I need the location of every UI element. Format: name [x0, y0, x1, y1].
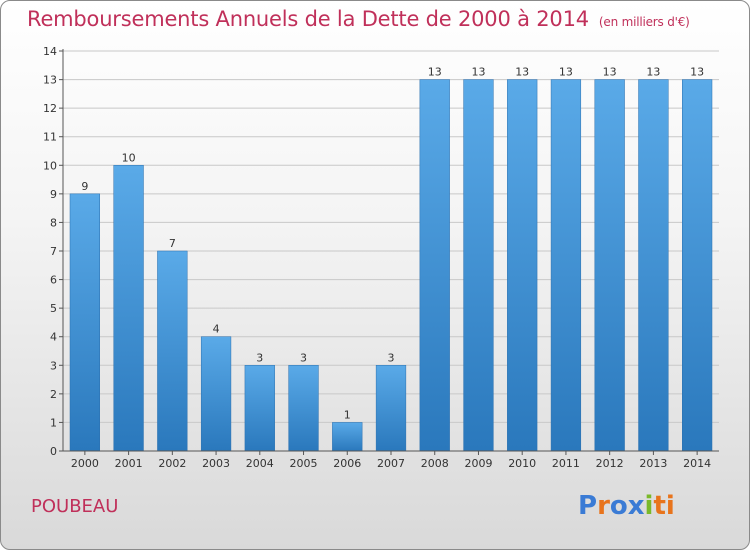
bar — [419, 79, 450, 452]
y-tick-label: 14 — [43, 45, 57, 58]
commune-name: POUBEAU — [31, 496, 119, 517]
x-tick-label: 2006 — [333, 457, 361, 470]
y-tick-label: 3 — [50, 359, 57, 372]
x-tick-label: 2005 — [290, 457, 318, 470]
bar — [463, 79, 494, 452]
bar — [113, 165, 144, 452]
unit-note: (en milliers d'€) — [598, 15, 690, 29]
y-tick-label: 11 — [43, 131, 57, 144]
data-label: 3 — [388, 351, 395, 364]
y-tick-label: 0 — [50, 445, 57, 458]
x-tick-label: 2000 — [71, 457, 99, 470]
chart-title: Remboursements Annuels de la Dette de 20… — [27, 7, 690, 31]
x-tick-label: 2004 — [246, 457, 274, 470]
logo-letter: t — [653, 491, 666, 521]
logo-letter: x — [627, 491, 645, 521]
data-label: 13 — [559, 66, 573, 79]
bar — [594, 79, 625, 452]
bar — [288, 365, 319, 452]
data-label: 9 — [81, 180, 88, 193]
y-tick-label: 13 — [43, 74, 57, 87]
logo-letter: o — [609, 491, 628, 521]
x-tick-label: 2008 — [421, 457, 449, 470]
y-tick-label: 6 — [50, 274, 57, 287]
data-label: 13 — [471, 66, 485, 79]
data-label: 3 — [256, 351, 263, 364]
x-tick-label: 2001 — [115, 457, 143, 470]
x-tick-label: 2014 — [683, 457, 711, 470]
x-tick-label: 2009 — [464, 457, 492, 470]
data-label: 7 — [169, 237, 176, 250]
bar — [638, 79, 669, 452]
x-tick-label: 2003 — [202, 457, 230, 470]
y-tick-label: 7 — [50, 245, 57, 258]
logo-letter: i — [665, 491, 675, 521]
data-label: 10 — [122, 151, 136, 164]
y-tick-label: 8 — [50, 216, 57, 229]
bar — [157, 250, 188, 452]
bar — [69, 193, 100, 452]
bar — [682, 79, 713, 452]
x-tick-label: 2013 — [639, 457, 667, 470]
y-tick-label: 5 — [50, 302, 57, 315]
data-label: 3 — [300, 351, 307, 364]
bar — [375, 365, 407, 452]
bar — [244, 365, 275, 452]
bar — [507, 79, 538, 452]
data-label: 13 — [646, 66, 660, 79]
y-tick-label: 12 — [43, 102, 57, 115]
proxiti-logo: Proxiti — [578, 491, 675, 521]
logo-letter: r — [597, 491, 610, 521]
bar — [550, 79, 582, 452]
bar — [200, 336, 232, 452]
y-tick-label: 4 — [50, 331, 57, 344]
data-label: 4 — [213, 323, 220, 336]
y-tick-label: 9 — [50, 188, 57, 201]
data-label: 1 — [344, 408, 351, 421]
x-tick-label: 2011 — [552, 457, 580, 470]
bar — [332, 422, 363, 452]
logo-letter: P — [578, 491, 598, 521]
title-text: Remboursements Annuels de la Dette de 20… — [27, 7, 589, 31]
data-label: 13 — [603, 66, 617, 79]
logo-letter: i — [644, 491, 654, 521]
y-tick-label: 10 — [43, 159, 57, 172]
x-tick-label: 2002 — [158, 457, 186, 470]
y-tick-label: 2 — [50, 388, 57, 401]
x-tick-label: 2012 — [596, 457, 624, 470]
data-label: 13 — [515, 66, 529, 79]
x-tick-label: 2010 — [508, 457, 536, 470]
data-label: 13 — [690, 66, 704, 79]
x-tick-label: 2007 — [377, 457, 405, 470]
data-label: 13 — [428, 66, 442, 79]
y-tick-label: 1 — [50, 416, 57, 429]
